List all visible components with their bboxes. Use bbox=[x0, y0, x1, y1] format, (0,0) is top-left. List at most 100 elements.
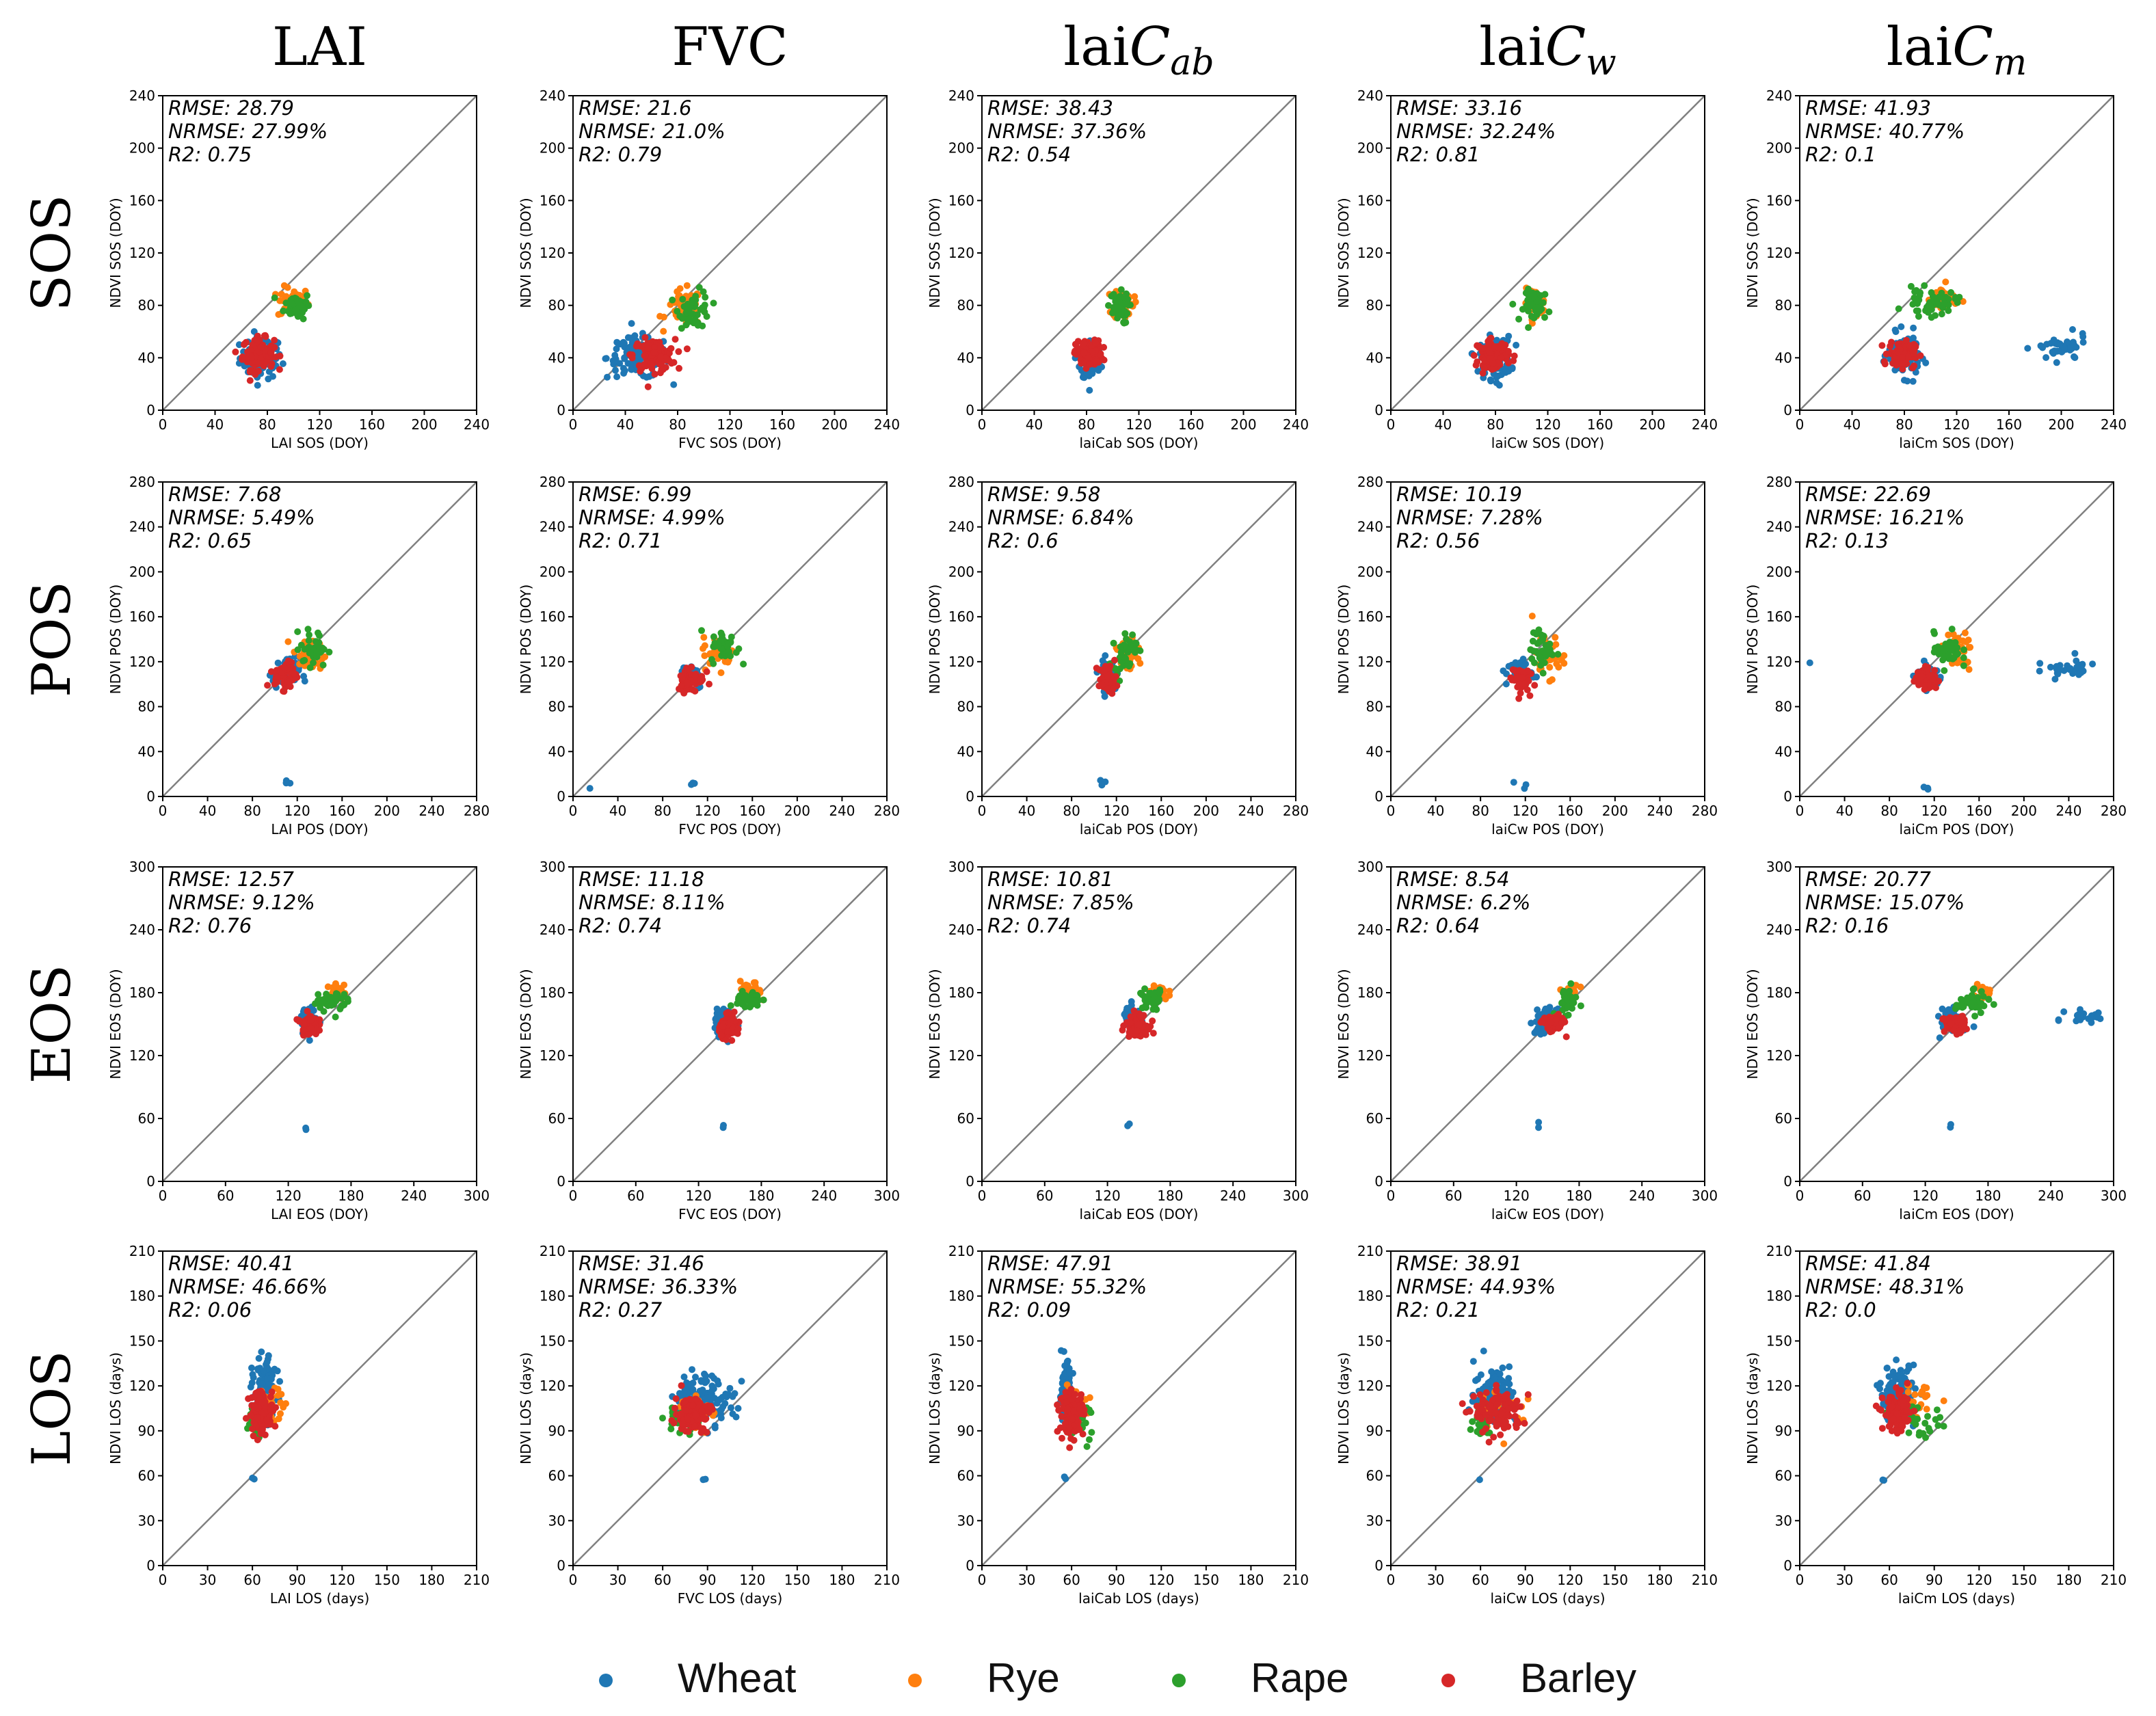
x-tick-label: 200 bbox=[1602, 803, 1628, 819]
x-tick-label: 120 bbox=[695, 803, 721, 819]
point-wheat bbox=[1095, 366, 1102, 374]
point-rape bbox=[1541, 314, 1548, 321]
point-barley bbox=[1076, 1405, 1083, 1412]
point-wheat bbox=[250, 1475, 258, 1483]
x-tick-label: 30 bbox=[1018, 1572, 1035, 1588]
y-tick-label: 280 bbox=[129, 474, 155, 490]
y-tick-label: 200 bbox=[1357, 140, 1383, 157]
point-barley bbox=[657, 353, 665, 360]
point-wheat bbox=[1970, 1023, 1978, 1030]
point-wheat bbox=[2073, 657, 2080, 665]
panel-LOS-laiCab: 00303060609090120120150150180180210210la… bbox=[927, 1243, 1309, 1607]
point-rape bbox=[678, 325, 685, 332]
point-barley bbox=[703, 668, 710, 675]
point-barley bbox=[263, 1417, 271, 1424]
point-barley bbox=[672, 1395, 680, 1402]
y-tick-label: 0 bbox=[966, 788, 974, 805]
y-axis-label: NDVI SOS (DOY) bbox=[518, 198, 534, 308]
point-rape bbox=[328, 1001, 336, 1008]
point-wheat bbox=[611, 351, 619, 359]
point-barley bbox=[268, 1401, 276, 1408]
point-barley bbox=[1882, 350, 1890, 358]
y-tick-label: 40 bbox=[548, 349, 565, 366]
point-barley bbox=[658, 366, 665, 373]
stat-r2: R2: 0.75 bbox=[168, 143, 252, 166]
point-wheat bbox=[2057, 666, 2064, 673]
x-tick-label: 160 bbox=[1148, 803, 1174, 819]
stat-nrmse: NRMSE: 27.99% bbox=[168, 120, 328, 143]
point-wheat bbox=[2089, 660, 2097, 668]
point-rape bbox=[319, 661, 327, 669]
point-barley bbox=[1480, 357, 1488, 364]
y-tick-label: 200 bbox=[948, 563, 974, 580]
y-tick-label: 180 bbox=[129, 1288, 155, 1304]
x-tick-label: 210 bbox=[1283, 1572, 1309, 1588]
y-tick-label: 240 bbox=[129, 88, 155, 104]
point-barley bbox=[644, 345, 652, 353]
x-axis-label: laiCw EOS (DOY) bbox=[1491, 1206, 1604, 1222]
y-tick-label: 90 bbox=[548, 1423, 565, 1439]
point-wheat bbox=[1060, 1348, 1067, 1355]
point-barley bbox=[1069, 1415, 1076, 1423]
point-rape bbox=[287, 310, 294, 317]
x-tick-label: 0 bbox=[1387, 803, 1396, 819]
point-barley bbox=[1552, 1016, 1560, 1023]
y-tick-label: 80 bbox=[957, 297, 974, 314]
point-barley bbox=[1064, 1406, 1072, 1413]
point-wheat bbox=[1487, 376, 1494, 384]
point-wheat bbox=[613, 373, 621, 381]
point-barley bbox=[1505, 359, 1512, 366]
point-rape bbox=[1985, 995, 1993, 1003]
point-wheat bbox=[2088, 1013, 2096, 1021]
point-wheat bbox=[621, 354, 628, 362]
point-rape bbox=[698, 627, 705, 634]
panel-LOS-FVC: 00303060609090120120150150180180210210FV… bbox=[518, 1243, 900, 1607]
x-tick-label: 80 bbox=[654, 803, 671, 819]
x-tick-label: 0 bbox=[569, 1188, 578, 1204]
point-wheat bbox=[731, 1390, 738, 1397]
point-rape bbox=[310, 659, 317, 667]
point-rye bbox=[275, 1415, 282, 1423]
point-wheat bbox=[708, 1382, 716, 1390]
y-tick-label: 200 bbox=[129, 563, 155, 580]
x-axis-label: laiCab EOS (DOY) bbox=[1080, 1206, 1199, 1222]
x-tick-label: 200 bbox=[2011, 803, 2037, 819]
point-barley bbox=[1084, 353, 1092, 361]
y-tick-label: 120 bbox=[1766, 245, 1792, 261]
point-barley bbox=[1521, 680, 1528, 688]
point-wheat bbox=[2053, 359, 2060, 366]
point-barley bbox=[670, 359, 678, 366]
point-barley bbox=[1098, 682, 1106, 688]
point-barley bbox=[1526, 692, 1534, 699]
y-tick-label: 200 bbox=[1357, 563, 1383, 580]
stat-rmse: RMSE: 8.54 bbox=[1396, 868, 1509, 891]
point-wheat bbox=[2039, 344, 2047, 351]
x-tick-label: 120 bbox=[1943, 416, 1969, 433]
point-rye bbox=[1962, 638, 1970, 645]
point-wheat bbox=[1502, 680, 1510, 688]
y-tick-label: 210 bbox=[540, 1243, 565, 1259]
point-wheat bbox=[1098, 781, 1106, 789]
point-rape bbox=[1925, 301, 1932, 308]
point-barley bbox=[268, 1389, 276, 1395]
point-barley bbox=[1100, 344, 1108, 351]
point-rape bbox=[1560, 989, 1567, 997]
y-tick-label: 0 bbox=[557, 402, 565, 418]
point-rape bbox=[659, 1415, 666, 1422]
point-barley bbox=[678, 675, 686, 682]
y-axis-label: NDVI LOS (days) bbox=[107, 1352, 124, 1464]
point-rape bbox=[702, 293, 709, 301]
stat-r2: R2: 0.09 bbox=[987, 1298, 1071, 1322]
point-rye bbox=[683, 282, 691, 289]
point-barley bbox=[689, 1402, 697, 1409]
point-barley bbox=[274, 673, 281, 681]
y-tick-label: 60 bbox=[1366, 1110, 1383, 1127]
y-tick-label: 0 bbox=[1374, 402, 1383, 418]
point-wheat bbox=[265, 1380, 272, 1388]
point-barley bbox=[1489, 366, 1496, 373]
x-tick-label: 240 bbox=[1238, 803, 1264, 819]
point-barley bbox=[1105, 665, 1113, 672]
x-tick-label: 120 bbox=[686, 1188, 712, 1204]
